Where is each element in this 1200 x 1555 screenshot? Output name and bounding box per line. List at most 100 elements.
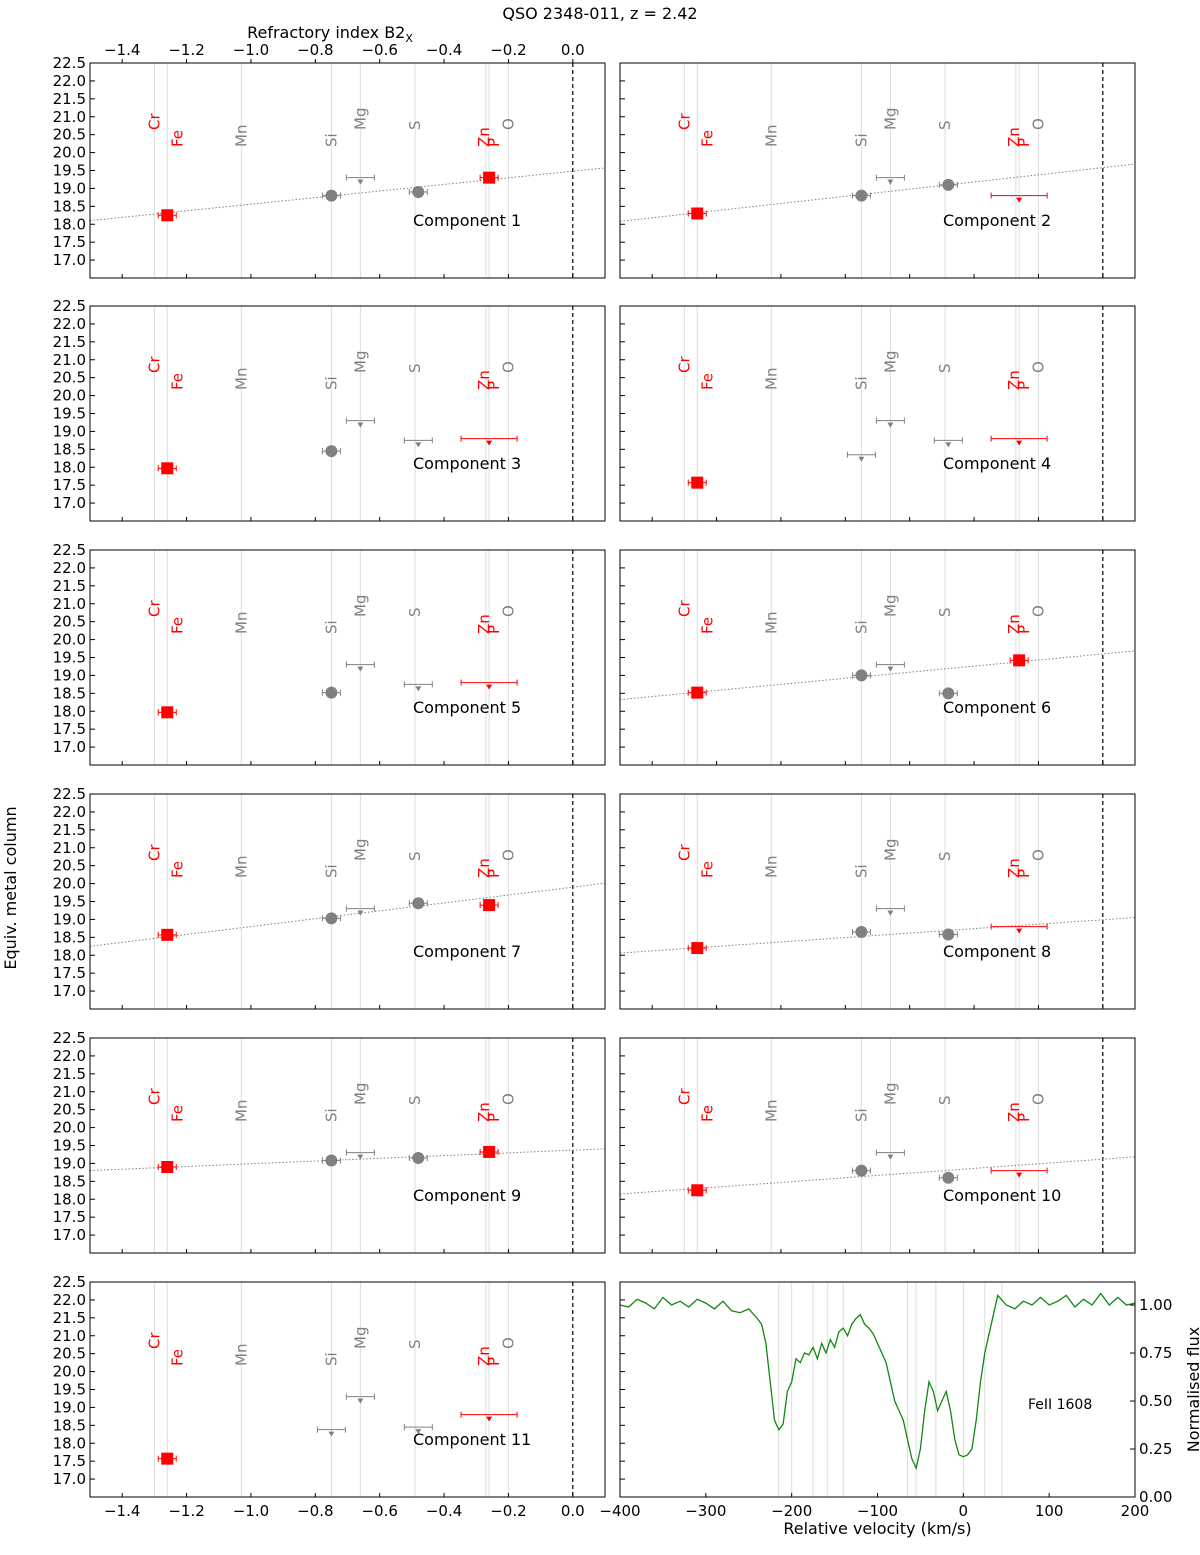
element-label-p: P xyxy=(485,1113,503,1122)
y-tick-label: 0.00 xyxy=(1139,1488,1172,1506)
y-tick-label: 20.0 xyxy=(53,1363,86,1381)
upper-limit-mg xyxy=(887,666,894,672)
upper-limit-s xyxy=(415,442,422,448)
element-label-mg: Mg xyxy=(881,595,899,617)
y-tick-label: 17.0 xyxy=(53,251,86,269)
upper-limit-mg xyxy=(887,179,894,185)
y-tick-label: 19.0 xyxy=(53,1398,86,1416)
y-tick-label: 17.5 xyxy=(53,1208,86,1226)
y-tick-label: 17.0 xyxy=(53,982,86,1000)
top-axis-label: Refractory index B2X xyxy=(247,23,413,45)
y-tick-label: 18.5 xyxy=(53,928,86,946)
y-tick-label: 17.5 xyxy=(53,476,86,494)
upper-limit-mg xyxy=(357,1154,364,1160)
component-label: Component 8 xyxy=(943,942,1051,961)
point-si xyxy=(855,669,868,682)
point-s xyxy=(412,186,425,198)
y-tick-label: 18.0 xyxy=(53,1190,86,1208)
top-tick-label: −0.4 xyxy=(426,41,462,59)
element-label-cr: Cr xyxy=(675,844,693,861)
point-si xyxy=(325,1154,338,1167)
point-zn xyxy=(483,171,496,184)
element-label-fe: Fe xyxy=(698,130,716,147)
element-label-zn: Zn xyxy=(1005,370,1023,390)
upper-limit-mg xyxy=(887,1154,894,1160)
element-label-o: O xyxy=(499,849,517,861)
y-tick-label: 21.0 xyxy=(53,595,86,613)
element-label-mn: Mn xyxy=(762,368,780,390)
component-label: Component 7 xyxy=(413,942,521,961)
x-tick-label: −400 xyxy=(599,1502,640,1520)
element-label-o: O xyxy=(1029,849,1047,861)
x-tick-label: 100 xyxy=(1035,1502,1064,1520)
y-tick-label: 18.0 xyxy=(53,215,86,233)
element-label-zn: Zn xyxy=(1005,614,1023,634)
element-label-zn: Zn xyxy=(475,127,493,147)
y-tick-label: 22.0 xyxy=(53,315,86,333)
y-tick-label: 22.0 xyxy=(53,1047,86,1065)
element-label-zn: Zn xyxy=(1005,127,1023,147)
element-label-mg: Mg xyxy=(881,108,899,130)
y-tick-label: 19.5 xyxy=(53,405,86,423)
element-label-mg: Mg xyxy=(881,1083,899,1105)
element-label-cr: Cr xyxy=(145,600,163,617)
point-s xyxy=(942,178,955,191)
element-label-mg: Mg xyxy=(351,1327,369,1349)
x-tick-label: −1.4 xyxy=(104,1502,140,1520)
element-label-si: Si xyxy=(852,376,870,390)
upper-limit-mg xyxy=(357,910,364,916)
element-label-fe: Fe xyxy=(168,130,186,147)
element-label-mn: Mn xyxy=(232,1344,250,1366)
element-label-cr: Cr xyxy=(145,1332,163,1349)
y-tick-label: 18.5 xyxy=(53,197,86,215)
y-tick-label: 18.0 xyxy=(53,946,86,964)
y-tick-label: 0.25 xyxy=(1139,1440,1172,1458)
upper-limit-mg xyxy=(357,179,364,185)
element-label-zn: Zn xyxy=(475,370,493,390)
point-zn xyxy=(1013,654,1026,667)
element-label-si: Si xyxy=(322,376,340,390)
element-label-mn: Mn xyxy=(762,856,780,878)
element-label-mg: Mg xyxy=(881,839,899,861)
point-fe xyxy=(161,1161,174,1173)
element-label-p: P xyxy=(485,869,503,878)
element-label-o: O xyxy=(499,361,517,373)
fit-line xyxy=(89,167,606,222)
element-label-p: P xyxy=(485,1357,503,1366)
point-zn xyxy=(483,899,496,912)
element-label-zn: Zn xyxy=(1005,1102,1023,1122)
y-tick-label: 19.5 xyxy=(53,162,86,180)
y-tick-label: 18.0 xyxy=(53,702,86,720)
point-si xyxy=(325,686,338,699)
element-label-fe: Fe xyxy=(168,1349,186,1366)
y-tick-label: 19.0 xyxy=(53,422,86,440)
y-tick-label: 22.5 xyxy=(53,54,86,72)
point-fe xyxy=(161,1452,174,1465)
point-fe xyxy=(161,706,174,719)
point-fe xyxy=(161,462,174,475)
element-label-si: Si xyxy=(852,133,870,147)
y-tick-label: 21.0 xyxy=(53,839,86,857)
x-tick-label: −200 xyxy=(771,1502,812,1520)
y-tick-label: 18.5 xyxy=(53,440,86,458)
x-tick-label: −0.8 xyxy=(297,1502,333,1520)
element-label-fe: Fe xyxy=(698,861,716,878)
y-tick-label: 17.5 xyxy=(53,720,86,738)
top-tick-label: −1.4 xyxy=(104,41,140,59)
component-label: Component 11 xyxy=(413,1430,531,1449)
y-tick-label: 22.0 xyxy=(53,72,86,90)
element-label-s: S xyxy=(936,363,954,373)
y-tick-label: 20.0 xyxy=(53,875,86,893)
element-label-fe: Fe xyxy=(168,1105,186,1122)
y-tick-label: 20.0 xyxy=(53,387,86,405)
element-label-cr: Cr xyxy=(145,844,163,861)
point-fe xyxy=(691,1184,704,1197)
element-label-mn: Mn xyxy=(762,612,780,634)
element-label-p: P xyxy=(1015,381,1033,390)
element-label-si: Si xyxy=(852,620,870,634)
